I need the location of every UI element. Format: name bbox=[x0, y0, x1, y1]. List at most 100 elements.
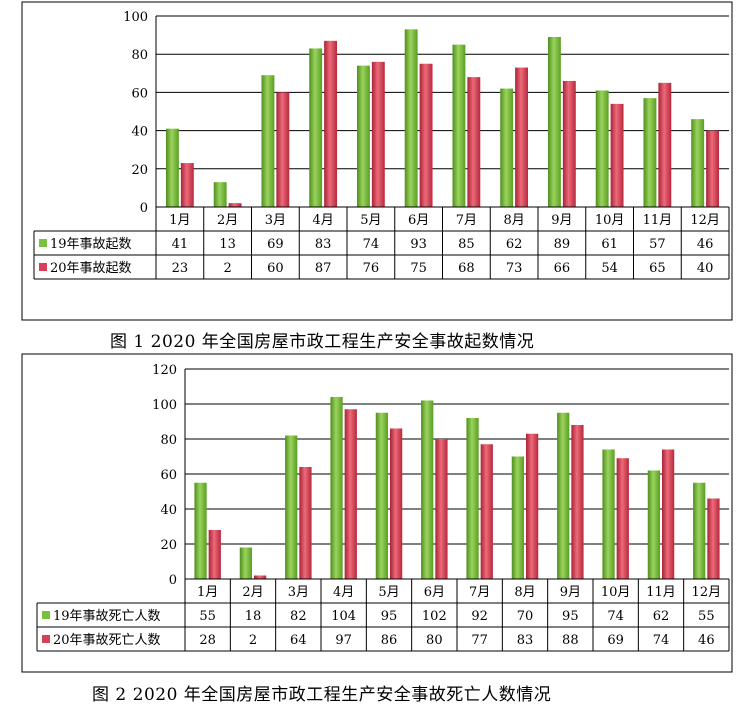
category-label: 2月 bbox=[217, 213, 238, 228]
bar-2020 bbox=[706, 130, 720, 207]
y-tick-label: 60 bbox=[131, 86, 148, 101]
legend-label: 20年事故起数 bbox=[50, 261, 132, 276]
bar-2020 bbox=[344, 409, 357, 579]
bar-2019 bbox=[511, 456, 524, 579]
bar-2020 bbox=[707, 498, 720, 579]
y-tick-label: 100 bbox=[123, 10, 148, 25]
data-label: 93 bbox=[410, 237, 427, 252]
data-label: 102 bbox=[422, 609, 447, 624]
legend-swatch bbox=[42, 635, 50, 643]
category-label: 9月 bbox=[560, 585, 581, 600]
data-label: 68 bbox=[458, 261, 475, 276]
data-label: 62 bbox=[653, 609, 670, 624]
bar-2020 bbox=[480, 444, 493, 579]
data-label: 76 bbox=[363, 261, 380, 276]
bar-2019 bbox=[547, 37, 561, 208]
category-label: 5月 bbox=[378, 585, 399, 600]
bar-2020 bbox=[662, 449, 675, 579]
legend-label: 19年事故死亡人数 bbox=[53, 609, 161, 624]
data-label: 95 bbox=[562, 609, 579, 624]
category-label: 1月 bbox=[197, 585, 218, 600]
bar-2020 bbox=[371, 61, 385, 208]
y-tick-label: 20 bbox=[131, 163, 148, 178]
bar-2020 bbox=[228, 203, 242, 207]
y-tick-label: 0 bbox=[169, 573, 177, 588]
category-label: 12月 bbox=[690, 213, 720, 228]
data-label: 75 bbox=[410, 261, 427, 276]
chart-accident-count: 0 20 40 60 80 100 1月 2月 3月 4月 5月 6月 7月 8月 9月 10月 11月 12月 1… bbox=[21, 1, 733, 321]
category-label: 3月 bbox=[288, 585, 309, 600]
data-label: 57 bbox=[649, 237, 666, 252]
bar-2020 bbox=[526, 433, 539, 579]
category-label: 6月 bbox=[408, 213, 429, 228]
bar-2019 bbox=[693, 482, 706, 579]
bar-2019 bbox=[356, 65, 370, 207]
data-label: 41 bbox=[172, 237, 189, 252]
category-label: 4月 bbox=[312, 213, 333, 228]
y-tick-label: 40 bbox=[131, 125, 148, 140]
bar-2019 bbox=[643, 98, 657, 207]
bar-2019 bbox=[595, 90, 609, 207]
bar-2020 bbox=[180, 163, 194, 207]
bar-2019 bbox=[557, 412, 570, 579]
data-label: 97 bbox=[335, 633, 352, 648]
data-label: 69 bbox=[267, 237, 284, 252]
bar-2020 bbox=[254, 575, 267, 579]
data-label: 65 bbox=[649, 261, 666, 276]
category-label: 9月 bbox=[551, 213, 572, 228]
bar-2020 bbox=[208, 530, 221, 579]
y-tick-label: 80 bbox=[160, 433, 177, 448]
data-label: 69 bbox=[607, 633, 624, 648]
legend-swatch bbox=[39, 239, 47, 247]
bar-2019 bbox=[500, 88, 514, 207]
bar-2020 bbox=[562, 80, 576, 207]
category-label: 6月 bbox=[424, 585, 445, 600]
category-label: 12月 bbox=[692, 585, 722, 600]
data-label: 54 bbox=[601, 261, 618, 276]
bar-2020 bbox=[324, 40, 338, 207]
data-label: 46 bbox=[697, 237, 714, 252]
bar-2019 bbox=[165, 128, 179, 207]
bar-2020 bbox=[276, 92, 290, 207]
bar-2019 bbox=[239, 547, 252, 579]
bar-2019 bbox=[691, 119, 705, 207]
data-label: 28 bbox=[199, 633, 216, 648]
data-label: 64 bbox=[290, 633, 307, 648]
bar-2020 bbox=[435, 439, 448, 579]
bar-2019 bbox=[330, 397, 343, 579]
bar-2019 bbox=[466, 418, 479, 579]
bar-2019 bbox=[213, 182, 227, 207]
bar-2019 bbox=[261, 75, 275, 208]
y-tick-label: 60 bbox=[160, 468, 177, 483]
data-label: 2 bbox=[249, 633, 257, 648]
data-label: 73 bbox=[506, 261, 523, 276]
bar-2020 bbox=[571, 425, 584, 579]
bar-2019 bbox=[421, 400, 434, 579]
bar-2020 bbox=[658, 82, 672, 207]
category-label: 8月 bbox=[503, 213, 524, 228]
data-label: 13 bbox=[219, 237, 236, 252]
data-label: 83 bbox=[315, 237, 332, 252]
bar-2020 bbox=[467, 77, 481, 208]
data-label: 95 bbox=[381, 609, 398, 624]
chart-caption-1: 图 1 2020 年全国房屋市政工程生产安全事故起数情况 bbox=[110, 332, 535, 352]
data-label: 66 bbox=[554, 261, 571, 276]
category-label: 11月 bbox=[646, 585, 676, 600]
data-label: 40 bbox=[697, 261, 714, 276]
bar-2019 bbox=[452, 44, 466, 208]
category-label: 2月 bbox=[242, 585, 263, 600]
category-label: 3月 bbox=[265, 213, 286, 228]
bar-2019 bbox=[285, 435, 298, 579]
legend-swatch bbox=[42, 611, 50, 619]
bar-2019 bbox=[194, 482, 207, 579]
bar-2019 bbox=[602, 449, 615, 579]
bar-2020 bbox=[390, 428, 403, 579]
data-label: 70 bbox=[517, 609, 534, 624]
y-tick-label: 0 bbox=[140, 201, 148, 216]
category-label: 11月 bbox=[643, 213, 673, 228]
bar-2020 bbox=[515, 67, 529, 207]
chart-death-count: 0 20 40 60 80 100 120 1月 2月 3月 4月 5月 6月 7月 8月 9月 10月 11月 1… bbox=[21, 353, 733, 673]
data-label: 82 bbox=[290, 609, 307, 624]
data-label: 92 bbox=[471, 609, 488, 624]
data-label: 23 bbox=[172, 261, 189, 276]
